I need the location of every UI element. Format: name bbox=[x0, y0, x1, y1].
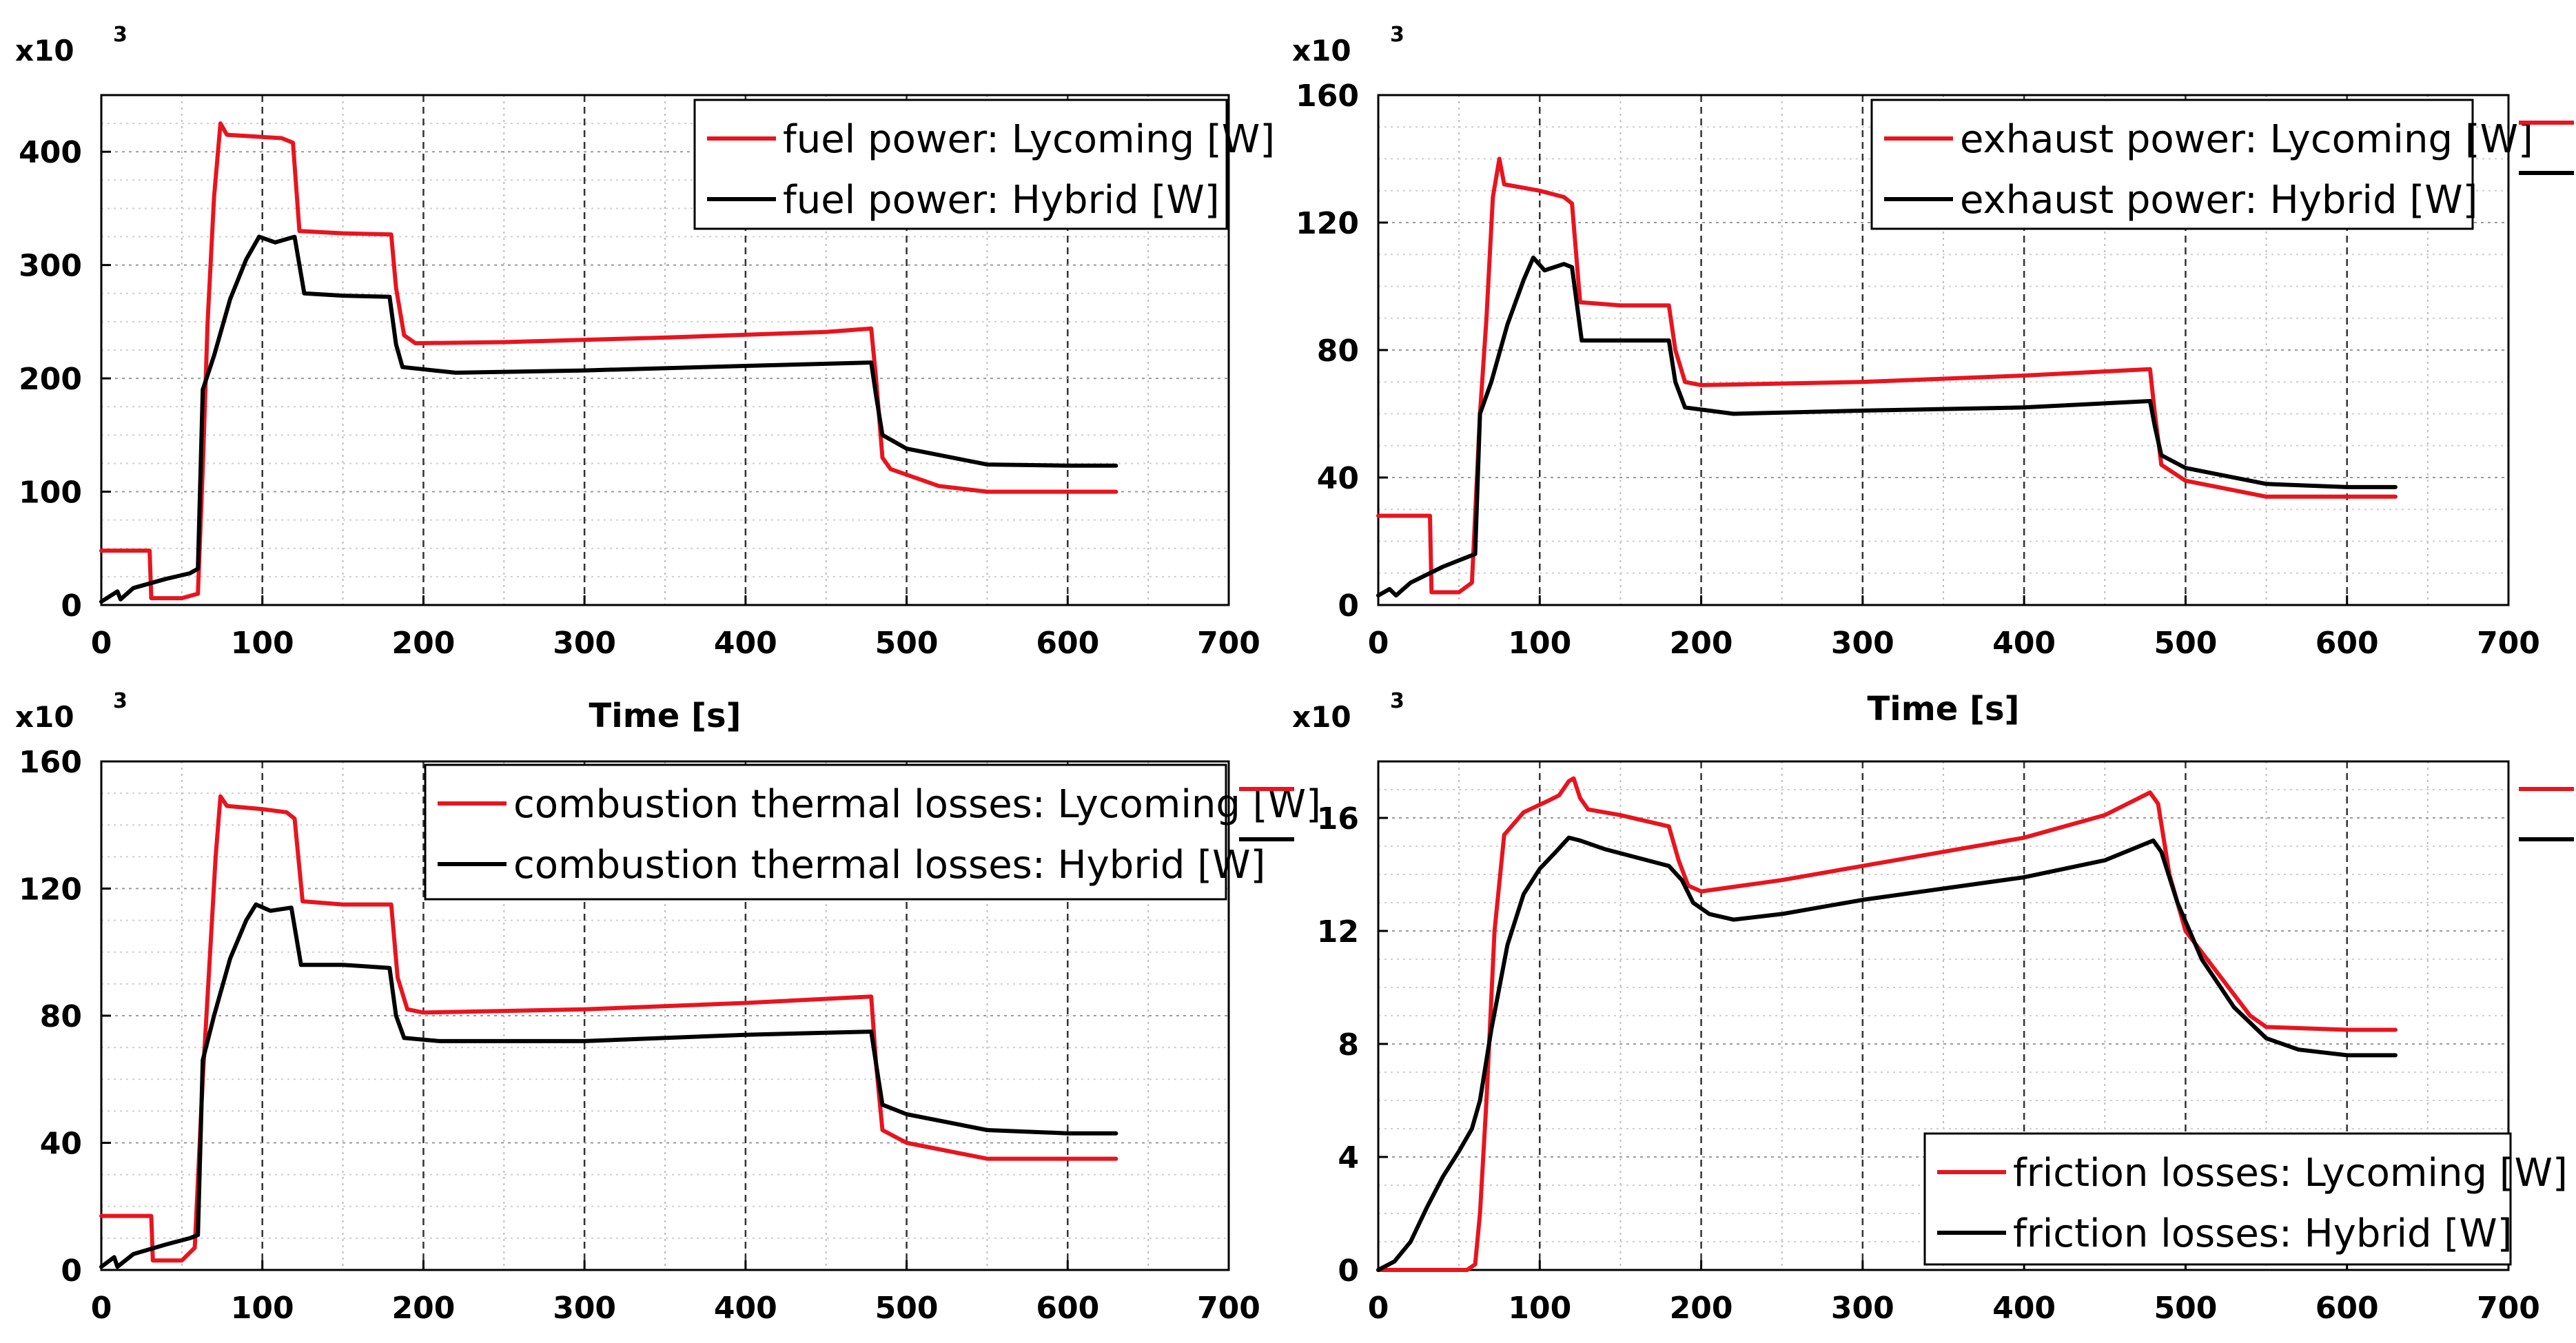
x-tick-label: 0 bbox=[91, 1291, 112, 1326]
y-tick-label: 200 bbox=[19, 362, 82, 397]
legend-entry: combustion thermal losses: Lycoming [W] bbox=[513, 782, 1321, 827]
x-tick-label: 200 bbox=[391, 626, 455, 661]
axis-multiplier-exponent: 3 bbox=[1390, 23, 1404, 47]
x-tick-label: 100 bbox=[1508, 1291, 1571, 1326]
x-tick-label: 100 bbox=[231, 1291, 294, 1326]
x-tick-label: 200 bbox=[1670, 1291, 1733, 1326]
x-tick-label: 300 bbox=[1831, 626, 1894, 661]
axis-multiplier: x10 bbox=[1292, 700, 1351, 734]
x-tick-label: 0 bbox=[91, 626, 112, 661]
legend-box bbox=[424, 763, 1227, 901]
y-tick-label: 0 bbox=[61, 1253, 82, 1289]
legend: combustion thermal losses: Lycoming [W] c… bbox=[424, 763, 1321, 901]
x-tick-label: 700 bbox=[2477, 626, 2540, 661]
chart-panel-3: 0 100 200 300 400 500 600 700 0 40 80 120 160 x10 3 com… bbox=[15, 689, 1321, 1326]
y-tick-label: 100 bbox=[19, 475, 82, 511]
plot-frame bbox=[100, 94, 1230, 606]
y-tick-label: 80 bbox=[1317, 334, 1359, 369]
axis-multiplier-exponent: 3 bbox=[113, 689, 127, 713]
legend: exhaust power: Lycoming [W] exhaust power… bbox=[1870, 99, 2533, 230]
series-line-2 bbox=[1376, 835, 2398, 1272]
x-tick-label: 600 bbox=[1036, 626, 1099, 661]
series-line-2 bbox=[1376, 255, 2398, 598]
x-tick-label: 400 bbox=[714, 1291, 777, 1326]
y-tick-label: 120 bbox=[1296, 206, 1359, 241]
axis-multiplier: x10 bbox=[15, 34, 74, 68]
y-tick-label: 0 bbox=[1338, 588, 1359, 624]
legend-box bbox=[693, 99, 1228, 230]
x-tick-label: 600 bbox=[2316, 1291, 2379, 1326]
y-tick-label: 16 bbox=[1317, 801, 1359, 837]
series-line-2 bbox=[99, 902, 1118, 1269]
x-tick-label: 500 bbox=[875, 1291, 939, 1326]
x-tick-label: 300 bbox=[553, 626, 616, 661]
x-tick-label: 200 bbox=[1670, 626, 1733, 661]
axis-multiplier-exponent: 3 bbox=[113, 23, 127, 47]
x-tick-label: 600 bbox=[2316, 626, 2379, 661]
x-axis-label: Time [s] bbox=[1868, 690, 2020, 728]
y-tick-label: 300 bbox=[19, 249, 82, 284]
x-tick-label: 500 bbox=[875, 626, 939, 661]
y-tick-label: 0 bbox=[61, 588, 82, 624]
x-tick-label: 500 bbox=[2154, 1291, 2217, 1326]
chart-panel-2: 0 100 200 300 400 500 600 700 0 40 80 120 160 x10 3 Tim… bbox=[1292, 23, 2574, 728]
x-tick-label: 600 bbox=[1036, 1291, 1099, 1326]
x-tick-label: 300 bbox=[1831, 1291, 1894, 1326]
x-tick-label: 700 bbox=[2477, 1291, 2540, 1326]
x-tick-label: 100 bbox=[1508, 626, 1571, 661]
x-tick-label: 300 bbox=[553, 1291, 616, 1326]
y-tick-label: 80 bbox=[40, 999, 82, 1034]
x-axis-label: Time [s] bbox=[589, 697, 742, 735]
x-tick-label: 200 bbox=[391, 1291, 455, 1326]
chart-panel-1: 0 100 200 300 400 500 600 700 0 100 200 300 400 x10 3 T… bbox=[15, 23, 1275, 735]
legend-entry: combustion thermal losses: Hybrid [W] bbox=[513, 843, 1265, 888]
x-tick-label: 0 bbox=[1368, 626, 1389, 661]
x-tick-label: 500 bbox=[2154, 626, 2217, 661]
series-line-2 bbox=[99, 234, 1118, 604]
legend-box bbox=[1870, 99, 2474, 230]
legend-entry: exhaust power: Hybrid [W] bbox=[1960, 178, 2477, 223]
legend: fuel power: Lycoming [W] fuel power: Hybr… bbox=[693, 99, 1275, 230]
legend-entry: friction losses: Hybrid [W] bbox=[2013, 1211, 2512, 1256]
legend: friction losses: Lycoming [W] friction lo… bbox=[1923, 1132, 2568, 1266]
legend-entry: exhaust power: Lycoming [W] bbox=[1960, 117, 2533, 162]
x-tick-label: 400 bbox=[1992, 1291, 2056, 1326]
legend-entry: fuel power: Hybrid [W] bbox=[783, 178, 1220, 223]
y-tick-label: 12 bbox=[1317, 914, 1359, 950]
y-tick-label: 160 bbox=[19, 745, 82, 780]
axis-multiplier-exponent: 3 bbox=[1390, 689, 1404, 713]
x-tick-label: 700 bbox=[1197, 626, 1260, 661]
plot-frame bbox=[1377, 760, 2510, 1271]
y-tick-label: 40 bbox=[1317, 461, 1359, 496]
axis-multiplier: x10 bbox=[15, 700, 74, 734]
y-tick-label: 40 bbox=[40, 1127, 82, 1162]
y-tick-label: 120 bbox=[19, 872, 82, 908]
x-tick-label: 100 bbox=[231, 626, 294, 661]
y-tick-label: 160 bbox=[1296, 79, 1359, 114]
y-tick-label: 8 bbox=[1338, 1027, 1359, 1063]
y-tick-label: 4 bbox=[1338, 1140, 1359, 1176]
legend-entry: fuel power: Lycoming [W] bbox=[783, 117, 1275, 162]
axis-multiplier: x10 bbox=[1292, 34, 1351, 68]
legend-entry: friction losses: Lycoming [W] bbox=[2013, 1151, 2568, 1196]
x-tick-label: 0 bbox=[1368, 1291, 1389, 1326]
x-tick-label: 400 bbox=[714, 626, 777, 661]
x-tick-label: 400 bbox=[1992, 626, 2056, 661]
chart-panel-4: 0 100 200 300 400 500 600 700 0 4 8 12 16 x10 3 frictio… bbox=[1292, 689, 2574, 1326]
y-tick-label: 400 bbox=[19, 135, 82, 170]
y-tick-label: 0 bbox=[1338, 1253, 1359, 1289]
legend-box bbox=[1923, 1132, 2512, 1266]
x-tick-label: 700 bbox=[1197, 1291, 1260, 1326]
